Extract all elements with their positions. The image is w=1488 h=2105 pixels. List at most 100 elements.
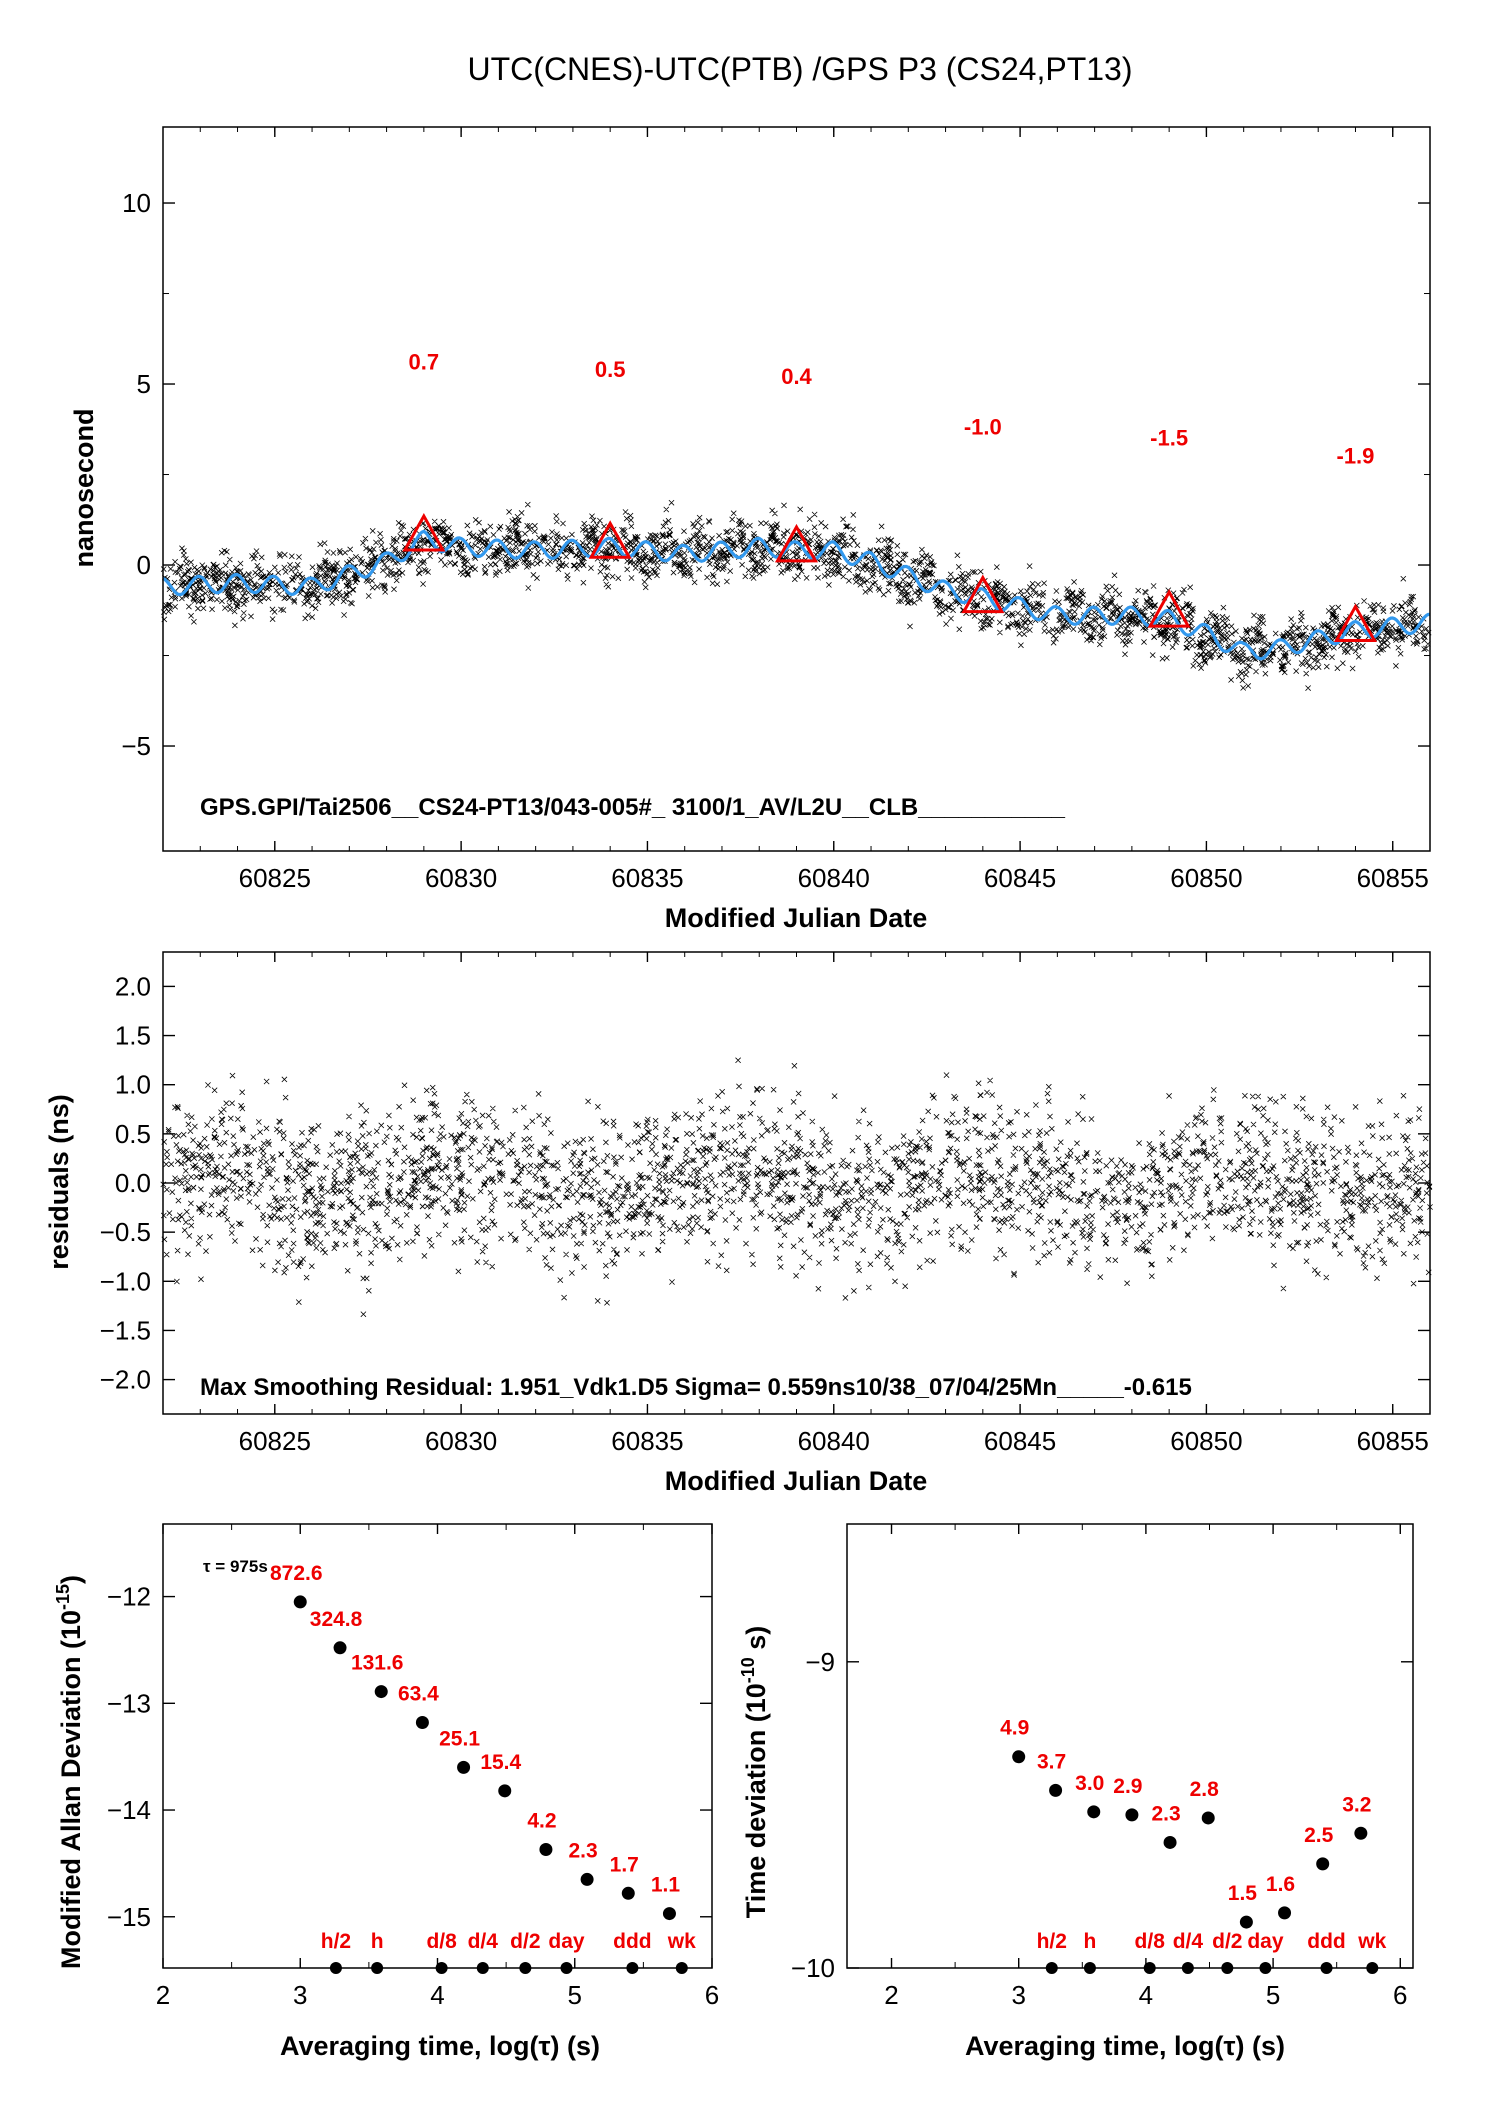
mdev-data-point <box>498 1784 512 1798</box>
mdev-value-label: 15.4 <box>480 1751 521 1774</box>
top-y-tick-label: 0 <box>137 550 151 580</box>
top-x-tick-label: 60850 <box>1170 863 1242 893</box>
tdev-period-label: h/2 <box>1037 1930 1067 1953</box>
mdev-data-point <box>580 1872 594 1886</box>
tdev-period-marker <box>1143 1962 1156 1974</box>
tdev-period-marker <box>1083 1962 1096 1974</box>
mdev-data-point <box>621 1886 635 1900</box>
mdev-period-label: d/4 <box>468 1930 499 1953</box>
top-marker-label: -1.9 <box>1337 444 1375 469</box>
mdev-data-point <box>333 1641 347 1655</box>
tdev-data-point <box>1163 1835 1177 1849</box>
mdev-x-tick-label: 3 <box>293 1980 307 2010</box>
tdev-period-marker <box>1259 1962 1272 1974</box>
tdev-data-point <box>1012 1750 1026 1764</box>
tdev-value-label: 1.5 <box>1228 1882 1258 1905</box>
residuals-x-tick-label: 60835 <box>611 1426 683 1456</box>
residuals-y-tick-label: 2.0 <box>115 971 151 1001</box>
tdev-period-marker <box>1221 1962 1234 1974</box>
mdev-data-point <box>415 1716 429 1730</box>
residuals-panel: 60825 60830 60835 60840 60845 60850 60855 2.0 1.… <box>100 951 1433 1456</box>
top-x-tick-label: 60845 <box>984 863 1056 893</box>
tdev-y-tick-label: −9 <box>805 1647 835 1677</box>
mdev-x-tick-label: 2 <box>156 1980 170 2010</box>
mdev-period-marker <box>371 1962 384 1974</box>
residuals-x-axis-label: Modified Julian Date <box>665 1466 928 1496</box>
tdev-value-label: 3.0 <box>1075 1772 1104 1795</box>
tdev-data-point <box>1125 1808 1139 1822</box>
mdev-value-label: 1.7 <box>610 1853 639 1876</box>
top-marker-label: -1.5 <box>1150 426 1188 451</box>
residuals-y-tick-label: 0.0 <box>115 1168 151 1198</box>
top-triangle-marker <box>961 574 1005 614</box>
top-x-tick-label: 60825 <box>239 863 311 893</box>
mdev-value-label: 2.3 <box>569 1839 598 1862</box>
residuals-y-tick-label: 1.0 <box>115 1070 151 1100</box>
mdev-plot-frame <box>162 1523 713 1969</box>
mdev-period-label: ddd <box>613 1930 651 1953</box>
top-triangle-marker <box>402 512 446 552</box>
mdev-data-point <box>539 1843 553 1857</box>
residuals-y-tick-label: −2.0 <box>100 1365 151 1395</box>
tdev-data-point <box>1087 1805 1101 1819</box>
tdev-y-label-end: s) <box>741 1626 771 1658</box>
top-x-tick-label: 60830 <box>425 863 497 893</box>
mdev-data-point <box>293 1595 307 1609</box>
top-annotation: GPS.GPI/Tai2506__CS24-PT13/043-005#_ 310… <box>200 794 1066 821</box>
residuals-x-tick-label: 60825 <box>239 1426 311 1456</box>
tdev-period-marker <box>1181 1962 1194 1974</box>
top-marker-label: 0.4 <box>781 364 812 389</box>
tdev-x-tick-label: 2 <box>884 1980 898 2010</box>
mdev-period-marker <box>435 1962 448 1974</box>
residuals-y-tick-label: 1.5 <box>115 1021 151 1051</box>
residuals-x-tick-label: 60830 <box>425 1426 497 1456</box>
tdev-x-axis-label: Averaging time, log(τ) (s) <box>965 2031 1285 2061</box>
tdev-data-point <box>1201 1811 1215 1825</box>
mdev-period-marker <box>519 1962 532 1974</box>
top-triangle-marker <box>1147 589 1191 628</box>
residuals-y-axis-label: residuals (ns) <box>44 1094 74 1270</box>
residuals-x-tick-label: 60855 <box>1357 1426 1429 1456</box>
mdev-period-label: wk <box>667 1930 696 1953</box>
mdev-data-point <box>457 1760 471 1774</box>
residuals-y-tick-label: −1.0 <box>100 1266 151 1296</box>
mdev-y-tick-label: −15 <box>107 1902 151 1932</box>
tdev-y-label-main: Time deviation (10 <box>741 1683 771 1918</box>
mdev-value-label: 872.6 <box>270 1562 323 1585</box>
top-marker-label: -1.0 <box>964 415 1002 440</box>
mdev-period-label: h <box>371 1930 384 1953</box>
tdev-data-point <box>1316 1857 1330 1871</box>
top-x-axis-label: Modified Julian Date <box>665 903 928 933</box>
residuals-x-tick-label: 60845 <box>984 1426 1056 1456</box>
tdev-value-label: 1.6 <box>1266 1873 1295 1896</box>
mdev-value-label: 63.4 <box>398 1683 439 1706</box>
top-x-tick-label: 60855 <box>1357 863 1429 893</box>
mdev-period-marker <box>560 1962 573 1974</box>
residuals-y-tick-label: 0.5 <box>115 1119 151 1149</box>
mdev-x-tick-label: 4 <box>430 1980 444 2010</box>
mdev-y-axis-label: Modified Allan Deviation (10-15) <box>53 1575 86 1969</box>
mdev-y-label-main: Modified Allan Deviation (10 <box>56 1610 86 1969</box>
tdev-x-tick-label: 5 <box>1266 1980 1280 2010</box>
mdev-y-tick-label: −14 <box>107 1795 151 1825</box>
mdev-value-label: 25.1 <box>439 1727 480 1750</box>
mdev-tau-note: τ = 975s <box>203 1557 268 1576</box>
tdev-period-label: ddd <box>1307 1930 1345 1953</box>
top-triangle-marker <box>588 520 632 559</box>
tdev-period-label: d/2 <box>1212 1930 1242 1953</box>
tdev-data-point <box>1239 1915 1253 1929</box>
mdev-period-label: d/8 <box>426 1930 457 1953</box>
mdev-period-marker <box>476 1962 489 1974</box>
mdev-x-tick-label: 5 <box>568 1980 582 2010</box>
top-smoothed-line <box>162 529 1431 661</box>
tdev-y-label-exp: -10 <box>738 1657 758 1683</box>
tdev-period-label: day <box>1247 1930 1284 1953</box>
mdev-period-marker <box>675 1962 688 1974</box>
tdev-period-marker <box>1366 1962 1379 1974</box>
mdev-x-axis-label: Averaging time, log(τ) (s) <box>280 2031 600 2061</box>
top-y-tick-label: −5 <box>121 731 151 761</box>
top-marker-label: 0.7 <box>409 350 440 375</box>
mdev-y-label-end: ) <box>56 1575 86 1584</box>
mdev-period-marker <box>329 1962 342 1974</box>
top-y-tick-label: 5 <box>137 369 151 399</box>
